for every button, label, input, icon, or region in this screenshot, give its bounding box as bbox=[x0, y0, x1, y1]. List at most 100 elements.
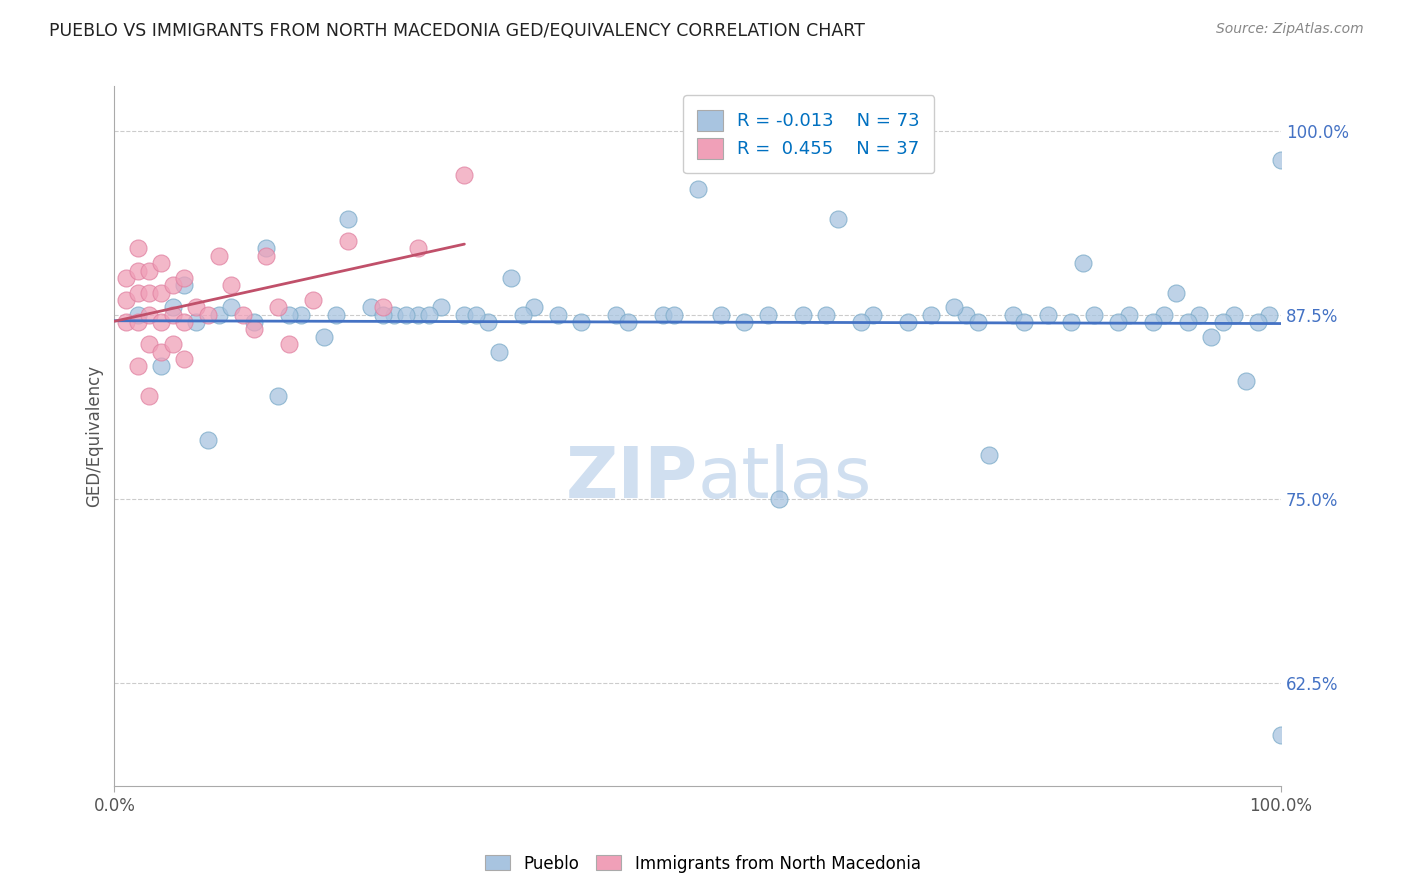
Point bbox=[979, 448, 1001, 462]
Point bbox=[127, 241, 149, 255]
Point bbox=[243, 315, 266, 329]
Point bbox=[814, 308, 837, 322]
Point bbox=[512, 308, 534, 322]
Point bbox=[115, 315, 138, 329]
Point bbox=[219, 301, 242, 315]
Legend: Pueblo, Immigrants from North Macedonia: Pueblo, Immigrants from North Macedonia bbox=[478, 848, 928, 880]
Point bbox=[254, 249, 277, 263]
Point bbox=[173, 351, 195, 366]
Point bbox=[1060, 315, 1083, 329]
Point bbox=[1270, 153, 1292, 167]
Point bbox=[1188, 308, 1211, 322]
Point bbox=[138, 308, 160, 322]
Point bbox=[1223, 308, 1246, 322]
Point bbox=[184, 315, 207, 329]
Point bbox=[127, 315, 149, 329]
Legend: R = -0.013    N = 73, R =  0.455    N = 37: R = -0.013 N = 73, R = 0.455 N = 37 bbox=[683, 95, 934, 173]
Point bbox=[966, 315, 988, 329]
Point bbox=[173, 315, 195, 329]
Point bbox=[827, 211, 849, 226]
Point bbox=[371, 308, 394, 322]
Point bbox=[792, 308, 814, 322]
Point bbox=[616, 315, 638, 329]
Point bbox=[943, 301, 966, 315]
Point bbox=[1036, 308, 1059, 322]
Point bbox=[150, 285, 173, 300]
Point bbox=[150, 256, 173, 270]
Point bbox=[232, 308, 254, 322]
Point bbox=[243, 322, 266, 336]
Point bbox=[290, 308, 312, 322]
Point bbox=[1246, 315, 1268, 329]
Point bbox=[208, 249, 231, 263]
Text: PUEBLO VS IMMIGRANTS FROM NORTH MACEDONIA GED/EQUIVALENCY CORRELATION CHART: PUEBLO VS IMMIGRANTS FROM NORTH MACEDONI… bbox=[49, 22, 865, 40]
Text: atlas: atlas bbox=[697, 443, 872, 513]
Point bbox=[1153, 308, 1175, 322]
Point bbox=[267, 389, 290, 403]
Point bbox=[197, 433, 219, 447]
Point bbox=[477, 315, 499, 329]
Point bbox=[488, 344, 510, 359]
Point bbox=[162, 308, 184, 322]
Point bbox=[382, 308, 405, 322]
Point bbox=[162, 337, 184, 351]
Point bbox=[1142, 315, 1164, 329]
Point bbox=[1083, 308, 1105, 322]
Point bbox=[453, 308, 475, 322]
Point bbox=[219, 278, 242, 293]
Point bbox=[1258, 308, 1281, 322]
Point bbox=[115, 293, 138, 307]
Point bbox=[115, 271, 138, 285]
Point bbox=[1234, 374, 1257, 388]
Point bbox=[325, 308, 347, 322]
Point bbox=[406, 241, 429, 255]
Point bbox=[1014, 315, 1036, 329]
Point bbox=[664, 308, 686, 322]
Point bbox=[184, 301, 207, 315]
Point bbox=[453, 168, 475, 182]
Point bbox=[208, 308, 231, 322]
Point bbox=[138, 263, 160, 277]
Point bbox=[150, 315, 173, 329]
Point bbox=[1270, 728, 1292, 742]
Point bbox=[547, 308, 569, 322]
Point bbox=[127, 308, 149, 322]
Point bbox=[254, 241, 277, 255]
Point bbox=[686, 182, 709, 196]
Point bbox=[162, 278, 184, 293]
Point bbox=[138, 285, 160, 300]
Point bbox=[173, 271, 195, 285]
Point bbox=[1107, 315, 1129, 329]
Point bbox=[1071, 256, 1094, 270]
Text: ZIP: ZIP bbox=[565, 443, 697, 513]
Point bbox=[360, 301, 382, 315]
Point bbox=[418, 308, 440, 322]
Point bbox=[1164, 285, 1187, 300]
Point bbox=[301, 293, 323, 307]
Point bbox=[1212, 315, 1234, 329]
Point bbox=[278, 308, 301, 322]
Point bbox=[768, 491, 790, 506]
Point bbox=[465, 308, 488, 322]
Point bbox=[197, 308, 219, 322]
Point bbox=[920, 308, 942, 322]
Point bbox=[756, 308, 779, 322]
Point bbox=[278, 337, 301, 351]
Point bbox=[336, 211, 359, 226]
Point bbox=[173, 278, 195, 293]
Point bbox=[127, 285, 149, 300]
Point bbox=[955, 308, 977, 322]
Point bbox=[1199, 330, 1222, 344]
Point bbox=[499, 271, 522, 285]
Point bbox=[605, 308, 627, 322]
Point bbox=[430, 301, 453, 315]
Point bbox=[733, 315, 755, 329]
Point bbox=[336, 234, 359, 248]
Point bbox=[1177, 315, 1199, 329]
Point bbox=[569, 315, 592, 329]
Point bbox=[651, 308, 673, 322]
Point bbox=[150, 344, 173, 359]
Point bbox=[710, 308, 733, 322]
Point bbox=[849, 315, 872, 329]
Point bbox=[127, 263, 149, 277]
